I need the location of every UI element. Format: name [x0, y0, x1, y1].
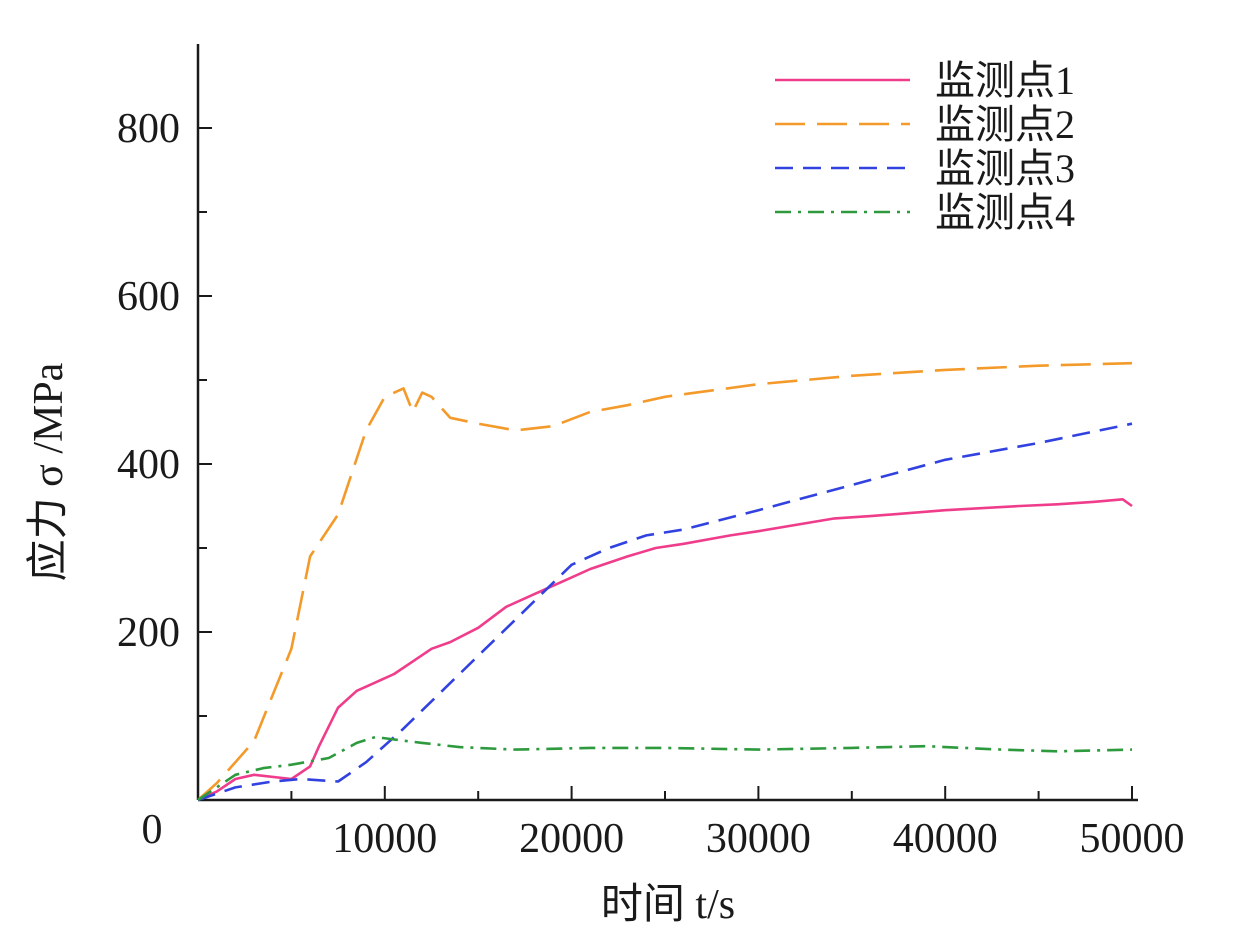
origin-tick-label: 0 — [142, 807, 163, 853]
x-tick-label: 10000 — [332, 816, 437, 862]
series-line-1 — [197, 497, 1133, 802]
y-tick-label: 800 — [117, 106, 180, 152]
x-tick-label: 50000 — [1080, 816, 1185, 862]
series-line-3 — [197, 422, 1133, 802]
x-tick-label: 30000 — [706, 816, 811, 862]
legend-label-4: 监测点4 — [935, 190, 1075, 235]
y-tick-label: 200 — [117, 610, 180, 656]
x-tick-label: 20000 — [519, 816, 624, 862]
ticks — [198, 127, 1133, 800]
axes — [196, 44, 1138, 802]
x-axis-label: 时间 t/s — [601, 882, 735, 928]
series-line-4 — [197, 735, 1133, 802]
y-tick-label: 600 — [117, 274, 180, 320]
legend-label-3: 监测点3 — [935, 146, 1075, 191]
series-lines — [197, 361, 1133, 802]
legend-label-1: 监测点1 — [935, 58, 1075, 103]
legend-label-2: 监测点2 — [935, 102, 1075, 147]
y-axis-label: 应力 σ /MPa — [25, 362, 72, 581]
x-tick-label: 40000 — [893, 816, 998, 862]
series-line-2 — [197, 361, 1133, 801]
tick-labels: 10000 20000 30000 40000 50000 0 200 400 600 800 — [117, 106, 1185, 862]
y-tick-label: 400 — [117, 442, 180, 488]
